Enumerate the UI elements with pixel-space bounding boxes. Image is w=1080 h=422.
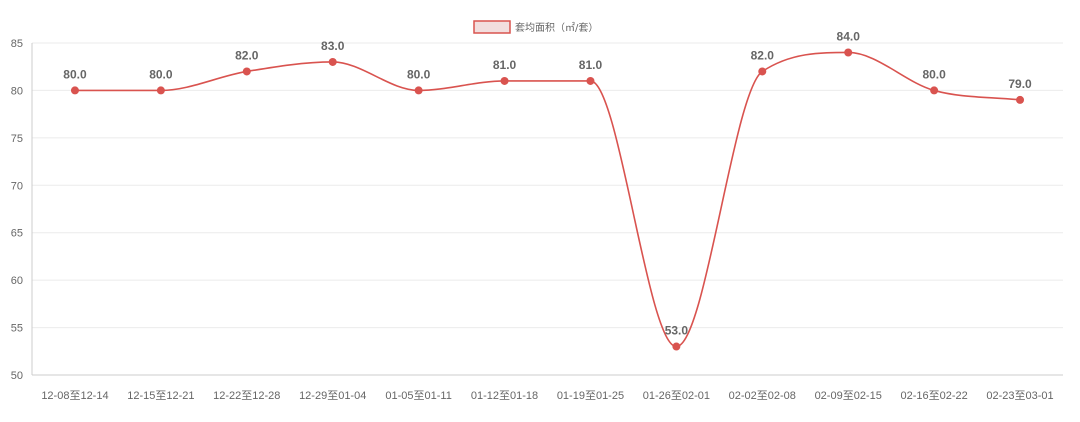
legend-swatch[interactable] — [473, 20, 511, 34]
data-point[interactable] — [328, 57, 337, 66]
data-label: 80.0 — [407, 67, 431, 81]
data-label: 79.0 — [1008, 77, 1032, 91]
data-label: 80.0 — [63, 67, 87, 81]
data-point[interactable] — [930, 86, 939, 95]
data-label: 81.0 — [493, 58, 517, 72]
x-tick-label: 01-19至01-25 — [557, 390, 624, 402]
y-tick-label: 55 — [11, 323, 23, 335]
y-tick-label: 80 — [11, 85, 23, 97]
data-point[interactable] — [414, 86, 423, 95]
x-tick-label: 12-08至12-14 — [41, 390, 108, 402]
data-point[interactable] — [242, 67, 251, 76]
data-points — [70, 48, 1025, 351]
data-label: 82.0 — [235, 48, 259, 62]
data-point[interactable] — [758, 67, 767, 76]
x-tick-label: 02-23至03-01 — [986, 390, 1053, 402]
data-point[interactable] — [500, 76, 509, 85]
data-labels: 80.0 80.0 82.0 83.0 80.0 81.0 81.0 53.0 82.0 84.0… — [63, 29, 1032, 337]
legend-label[interactable]: 套均面积（㎡/套） — [515, 21, 598, 34]
x-tick-label: 12-29至01-04 — [299, 390, 366, 402]
data-label: 83.0 — [321, 39, 345, 53]
data-point[interactable] — [70, 86, 79, 95]
x-tick-label: 01-26至02-01 — [643, 390, 710, 402]
grid — [32, 42, 1063, 376]
x-tick-label: 01-05至01-11 — [385, 390, 451, 402]
x-tick-label: 02-09至02-15 — [815, 390, 882, 402]
axes — [31, 43, 1063, 376]
y-tick-label: 50 — [11, 370, 23, 382]
data-point[interactable] — [586, 76, 595, 85]
y-tick-label: 65 — [11, 228, 23, 240]
y-axis-ticks: 50 55 60 65 70 75 80 85 — [11, 38, 23, 382]
y-tick-label: 85 — [11, 38, 23, 50]
data-label: 84.0 — [837, 29, 861, 43]
legend[interactable]: 套均面积（㎡/套） — [473, 20, 598, 34]
x-axis-ticks: 12-08至12-14 12-15至12-21 12-22至12-28 12-29至0… — [41, 390, 1053, 402]
series-line — [74, 51, 1021, 348]
data-label: 82.0 — [751, 48, 775, 62]
data-label: 80.0 — [149, 67, 173, 81]
data-point[interactable] — [156, 86, 165, 95]
data-point[interactable] — [844, 48, 853, 57]
data-label: 53.0 — [665, 324, 689, 338]
x-tick-label: 02-02至02-08 — [729, 390, 796, 402]
x-tick-label: 02-16至02-22 — [900, 390, 967, 402]
data-label: 80.0 — [922, 67, 946, 81]
data-point[interactable] — [672, 342, 681, 351]
x-tick-label: 12-15至12-21 — [127, 390, 194, 402]
y-tick-label: 60 — [11, 275, 23, 287]
data-point[interactable] — [1016, 95, 1025, 104]
y-tick-label: 75 — [11, 133, 23, 145]
x-tick-label: 01-12至01-18 — [471, 390, 538, 402]
x-tick-label: 12-22至12-28 — [213, 390, 280, 402]
data-label: 81.0 — [579, 58, 603, 72]
y-tick-label: 70 — [11, 180, 23, 192]
